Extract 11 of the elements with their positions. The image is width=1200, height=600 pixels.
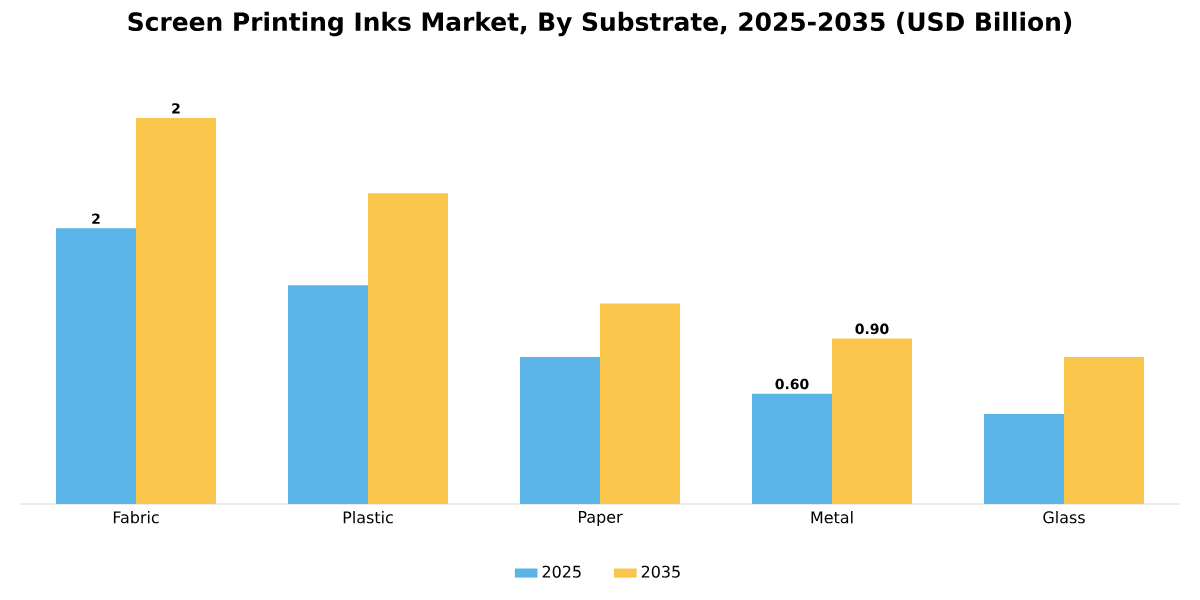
- chart-title: Screen Printing Inks Market, By Substrate, 2025-2035 (USD Billion): [128, 11, 1072, 37]
- bar: [1064, 356, 1144, 504]
- bar: [520, 356, 600, 504]
- bar: [368, 193, 448, 504]
- bar: [56, 228, 136, 504]
- bar: [288, 285, 368, 504]
- bar: [752, 393, 832, 504]
- bar: [600, 303, 680, 504]
- bar: [136, 117, 216, 504]
- bar: [984, 413, 1064, 504]
- bar: [832, 338, 912, 504]
